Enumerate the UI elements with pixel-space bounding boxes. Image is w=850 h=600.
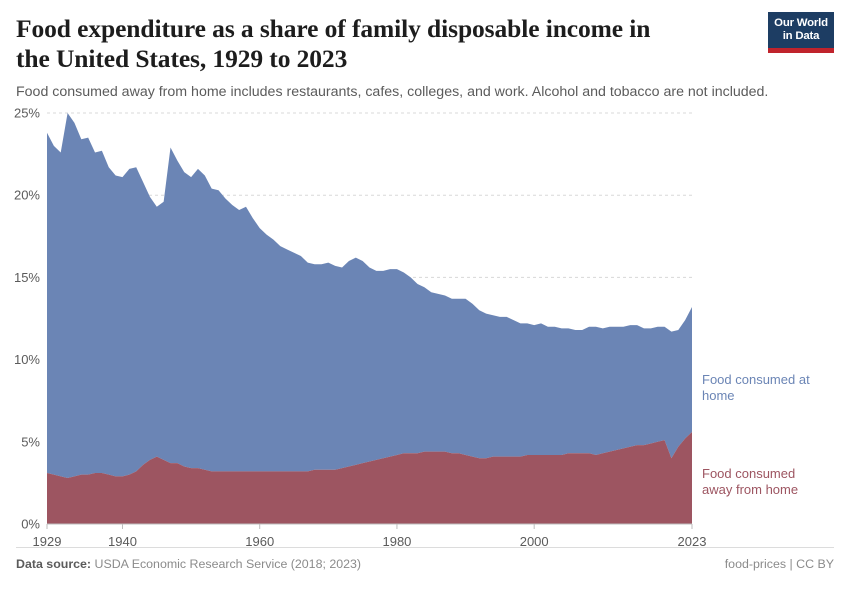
y-axis-labels: 0% 5% 10% 15% 20% 25% [14, 106, 40, 532]
x-axis-tick-label: 2000 [520, 534, 549, 549]
series-label-away-from-home[interactable]: away from home [702, 482, 798, 497]
series-label-away-from-home[interactable]: Food consumed [702, 466, 795, 481]
series-label-at-home[interactable]: home [702, 388, 735, 403]
y-axis-tick-label: 20% [14, 188, 40, 203]
license-info[interactable]: food-prices | CC BY [724, 557, 834, 571]
area-at-home [47, 113, 692, 478]
chart-footer: Data source: USDA Economic Research Serv… [16, 547, 834, 587]
x-axis-tick-label: 1940 [108, 534, 137, 549]
area-away-from-home [47, 431, 692, 524]
owid-logo[interactable]: Our World in Data [768, 12, 834, 53]
data-source: Data source: USDA Economic Research Serv… [16, 557, 361, 571]
owid-logo-line1: Our World [774, 17, 828, 29]
x-axis-labels: 1929 1940 1960 1980 2000 2023 [33, 524, 707, 549]
owid-logo-line2: in Data [782, 30, 820, 43]
plot-area[interactable]: 0% 5% 10% 15% 20% 25% 1929 1940 1960 1980 2000 202… [0, 103, 850, 551]
y-axis-tick-label: 15% [14, 270, 40, 285]
chart-subtitle: Food consumed away from home includes re… [16, 84, 769, 101]
y-axis-tick-label: 5% [21, 434, 40, 449]
x-axis-tick-label: 1980 [382, 534, 411, 549]
area-series-group [47, 113, 692, 524]
y-axis-tick-label: 0% [21, 517, 40, 532]
page-title: Food expenditure as a share of family di… [16, 14, 651, 73]
x-axis-tick-label: 1960 [245, 534, 274, 549]
chart-header: Food expenditure as a share of family di… [16, 0, 834, 102]
x-axis-tick-label: 1929 [33, 534, 62, 549]
stacked-area-chart[interactable]: 0% 5% 10% 15% 20% 25% 1929 1940 1960 1980 2000 202… [0, 103, 850, 551]
x-axis-tick-label: 2023 [678, 534, 707, 549]
series-label-at-home[interactable]: Food consumed at [702, 372, 810, 387]
y-axis-tick-label: 25% [14, 106, 40, 121]
y-axis-tick-label: 10% [14, 352, 40, 367]
data-source-label: Data source: [16, 557, 92, 571]
data-source-text: USDA Economic Research Service (2018; 20… [94, 557, 362, 571]
